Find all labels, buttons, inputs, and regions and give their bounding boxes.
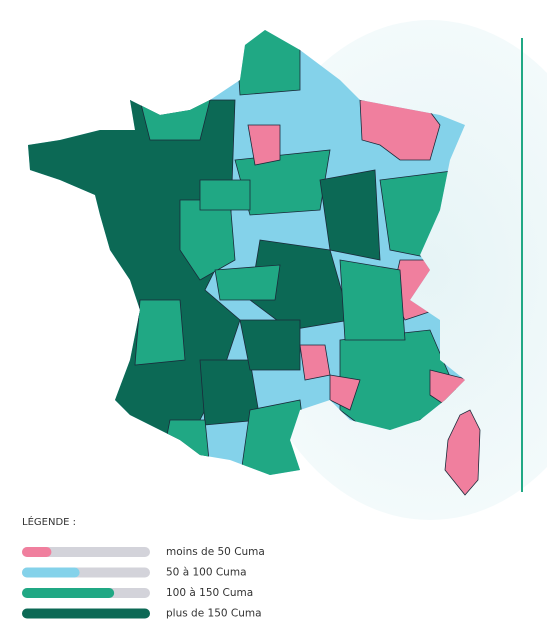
legend-track: [22, 547, 150, 557]
corsica: [444, 409, 481, 496]
region: [139, 99, 211, 141]
legend-label: 50 à 100 Cuma: [166, 567, 247, 579]
region: [134, 299, 186, 366]
region: [247, 124, 281, 166]
legend-swatch: [22, 588, 115, 598]
legend: moins de 50 Cuma 50 à 100 Cuma 100 à 150 C…: [22, 546, 265, 620]
region: [329, 374, 361, 411]
region: [234, 30, 301, 96]
legend-label: plus de 150 Cuma: [166, 608, 262, 620]
legend-title: LÉGENDE :: [22, 515, 76, 528]
legend-label: 100 à 150 Cuma: [166, 587, 253, 599]
region: [299, 344, 331, 381]
legend-label: moins de 50 Cuma: [166, 546, 265, 558]
region: [339, 259, 406, 341]
region: [214, 264, 281, 301]
legend-swatch: [22, 547, 52, 557]
legend-swatch: [22, 608, 150, 619]
region: [199, 179, 251, 211]
region: [239, 399, 311, 475]
legend-swatch: [22, 567, 80, 578]
region: [319, 169, 381, 261]
region: [239, 319, 301, 371]
